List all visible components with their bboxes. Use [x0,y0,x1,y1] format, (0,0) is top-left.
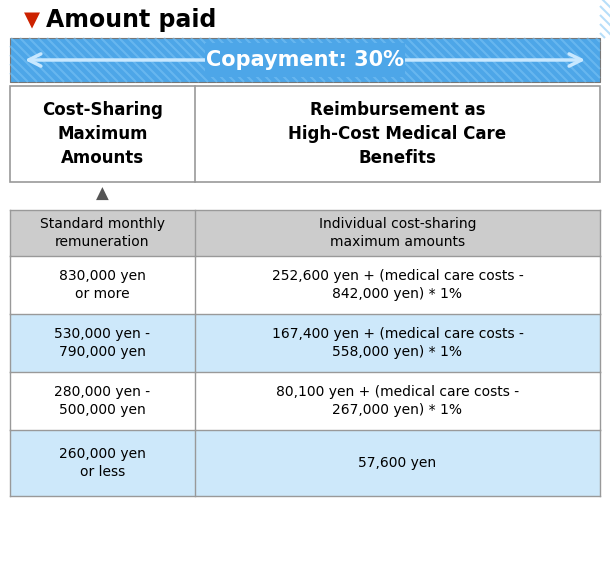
Text: Cost-Sharing
Maximum
Amounts: Cost-Sharing Maximum Amounts [42,101,163,166]
Text: 57,600 yen: 57,600 yen [359,456,437,470]
Bar [10,430,600,496]
Text: 530,000 yen -
790,000 yen: 530,000 yen - 790,000 yen [54,327,151,359]
Text: 280,000 yen -
500,000 yen: 280,000 yen - 500,000 yen [54,385,151,417]
Text: 167,400 yen + (medical care costs -
558,000 yen) * 1%: 167,400 yen + (medical care costs - 558,… [271,327,523,359]
Bar [205,43,405,77]
Text: ▲: ▲ [96,185,109,203]
Bar [10,256,600,314]
Bar [10,38,600,82]
Bar [10,314,600,372]
Text: ▼: ▼ [24,10,40,30]
Text: 80,100 yen + (medical care costs -
267,000 yen) * 1%: 80,100 yen + (medical care costs - 267,0… [276,385,519,417]
Text: Individual cost-sharing
maximum amounts: Individual cost-sharing maximum amounts [319,217,476,249]
Bar [10,372,600,430]
Text: Amount paid: Amount paid [46,8,217,32]
Text: Copayment: 30%: Copayment: 30% [206,50,404,70]
Bar [10,86,600,182]
Bar [10,210,600,256]
Text: 252,600 yen + (medical care costs -
842,000 yen) * 1%: 252,600 yen + (medical care costs - 842,… [271,269,523,301]
Text: Reimbursement as
High-Cost Medical Care
Benefits: Reimbursement as High-Cost Medical Care … [289,101,506,166]
Text: Standard monthly
remuneration: Standard monthly remuneration [40,217,165,249]
Text: 260,000 yen
or less: 260,000 yen or less [59,447,146,479]
Text: 830,000 yen
or more: 830,000 yen or more [59,269,146,301]
